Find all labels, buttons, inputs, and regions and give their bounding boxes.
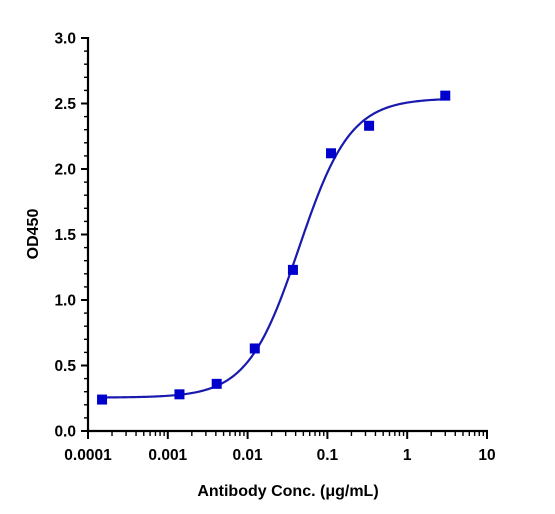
y-tick-label: 0.0: [54, 424, 76, 441]
y-tick-label: 2.5: [54, 96, 76, 113]
data-point: [326, 148, 337, 159]
x-tick-label: 0.001: [148, 447, 187, 464]
y-tick-label: 1.5: [54, 227, 76, 244]
data-points: [97, 90, 451, 405]
y-axis-title: OD450: [25, 209, 42, 260]
data-point: [211, 378, 222, 389]
x-axis: 0.0001 0.001 0.01 0.1 1 10: [64, 429, 496, 464]
x-tick-label: 0.0001: [64, 447, 112, 464]
y-axis: 0.0 0.5 1.0 1.5 2.0 2.5 3.0: [54, 31, 90, 441]
x-tick-label: 0.01: [233, 447, 264, 464]
y-tick-label: 1.0: [54, 293, 76, 310]
y-tick-label: 0.5: [54, 358, 76, 375]
x-tick-label: 0.1: [317, 447, 339, 464]
data-point: [364, 120, 375, 131]
y-tick-label: 3.0: [54, 31, 76, 48]
x-axis-title: Antibody Conc. (μg/mL): [197, 483, 378, 500]
data-point: [249, 343, 260, 354]
data-point: [440, 90, 451, 101]
fit-curve-layer: [102, 98, 446, 399]
fit-curve: [102, 98, 446, 399]
data-point: [97, 394, 108, 405]
data-point: [174, 389, 185, 400]
data-point: [287, 264, 298, 275]
x-tick-label: 10: [478, 447, 495, 464]
x-tick-label: 1: [403, 447, 412, 464]
y-tick-label: 2.0: [54, 162, 76, 179]
